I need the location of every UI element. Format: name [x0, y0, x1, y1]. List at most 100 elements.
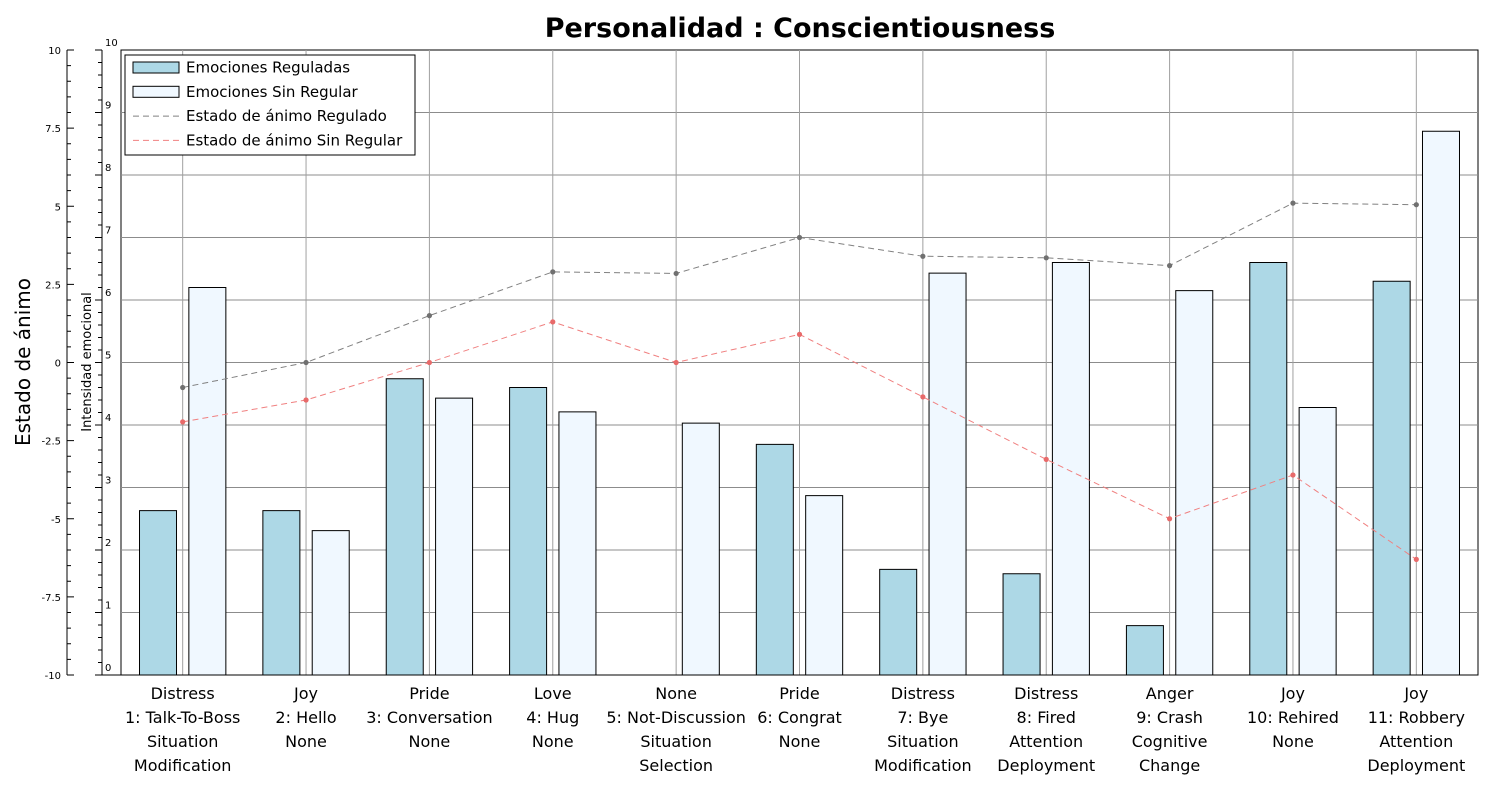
y-right-tick-label: 3 — [105, 476, 111, 487]
x-tick-label: 9: Crash — [1136, 708, 1203, 727]
x-tick-label: None — [409, 732, 451, 751]
mood-point-regulated — [1413, 202, 1419, 208]
y-left-tick-label: 5 — [55, 202, 61, 213]
y-right-tick-label: 4 — [105, 413, 111, 424]
mood-point-unregulated — [426, 359, 433, 366]
y-axis-left-title: Estado de ánimo — [11, 278, 35, 446]
x-tick-label: Joy — [293, 684, 318, 703]
bar-regulated — [139, 510, 178, 676]
y-left-tick-label: -7.5 — [41, 593, 61, 604]
x-tick-label: Deployment — [997, 756, 1095, 775]
x-tick-label: Love — [534, 684, 572, 703]
y-right-tick-label: 5 — [105, 351, 111, 362]
mood-point-unregulated — [180, 419, 186, 425]
x-tick-label: None — [779, 732, 821, 751]
y-left-tick-label: 2.5 — [45, 280, 61, 291]
x-tick-label: 6: Congrat — [757, 708, 842, 727]
mood-point-regulated — [673, 270, 679, 277]
mood-point-regulated — [1043, 255, 1049, 261]
mood-point-unregulated — [796, 331, 803, 337]
x-tick-label: Joy — [1280, 684, 1305, 703]
y-left-tick-label: -2.5 — [41, 437, 61, 448]
x-tick-label: None — [1272, 732, 1314, 751]
mood-point-unregulated — [920, 394, 926, 400]
x-tick-label: Selection — [639, 756, 713, 775]
bar-regulated — [755, 443, 794, 676]
x-tick-label: Distress — [151, 684, 215, 703]
x-tick-label: Situation — [640, 732, 711, 751]
x-tick-label: 3: Conversation — [366, 708, 492, 727]
legend-label: Emociones Sin Regular — [186, 83, 359, 101]
y-right-tick-label: 2 — [105, 538, 111, 549]
x-tick-label: None — [532, 732, 574, 751]
bar-regulated — [1125, 625, 1164, 676]
bar-unregulated — [1051, 262, 1090, 676]
x-tick-label: None — [285, 732, 327, 751]
x-tick-label: Pride — [409, 684, 449, 703]
x-tick-label: Attention — [1009, 732, 1083, 751]
bar-unregulated — [805, 495, 844, 676]
legend-label: Estado de ánimo Sin Regular — [186, 131, 403, 149]
mood-point-regulated — [180, 384, 186, 391]
bar-unregulated — [558, 411, 597, 676]
bar-regulated — [262, 510, 301, 676]
x-tick-label: 5: Not-Discussion — [606, 708, 746, 727]
x-tick-label: Pride — [779, 684, 819, 703]
x-tick-label: Change — [1139, 756, 1200, 775]
x-tick-label: 4: Hug — [526, 708, 579, 727]
chart-title: Personalidad : Conscientiousness — [545, 13, 1056, 44]
y-right-tick-label: 1 — [105, 601, 111, 612]
x-tick-label: 10: Rehired — [1247, 708, 1339, 727]
y-right-tick-label: 0 — [105, 663, 111, 674]
x-tick-label: Modification — [134, 756, 232, 775]
bar-unregulated — [1421, 130, 1460, 676]
bar-unregulated — [435, 397, 474, 676]
mood-point-unregulated — [1043, 456, 1049, 462]
bar-regulated — [1372, 280, 1411, 676]
x-tick-label: Attention — [1379, 732, 1453, 751]
legend-swatch — [132, 61, 180, 74]
mood-point-regulated — [796, 234, 803, 241]
mood-point-unregulated — [303, 397, 309, 403]
x-tick-label: Modification — [874, 756, 972, 775]
mood-point-unregulated — [1413, 556, 1419, 562]
bar-unregulated — [1298, 407, 1337, 676]
mood-point-unregulated — [1290, 472, 1296, 478]
x-tick-label: 8: Fired — [1017, 708, 1076, 727]
y-right-tick-label: 6 — [105, 288, 111, 299]
legend-swatch — [132, 85, 180, 98]
bars — [139, 130, 1460, 676]
x-tick-label: Distress — [1014, 684, 1078, 703]
y-right-tick-label: 7 — [105, 226, 111, 237]
y-right-tick-label: 9 — [105, 101, 111, 112]
x-tick-label: Cognitive — [1132, 732, 1208, 751]
mood-point-regulated — [303, 359, 309, 366]
legend: Emociones Reguladas Emociones Sin Regular… — [124, 54, 416, 156]
bar-regulated — [385, 378, 424, 676]
mood-point-regulated — [426, 313, 433, 319]
y-left-tick-label: 0 — [55, 359, 61, 370]
x-tick-label: Deployment — [1367, 756, 1465, 775]
y-left-tick-label: -10 — [45, 671, 61, 682]
x-axis-labels: Distress 1: Talk-To-Boss Situation Modifica… — [125, 684, 1465, 775]
mood-point-unregulated — [1166, 516, 1173, 522]
legend-label: Estado de ánimo Regulado — [186, 107, 387, 125]
x-tick-label: Anger — [1146, 684, 1194, 703]
mood-point-regulated — [1166, 263, 1173, 269]
y-right-tick-label: 8 — [105, 163, 111, 174]
mood-point-regulated — [1290, 200, 1296, 206]
y-left-tick-label: 7.5 — [45, 124, 61, 135]
legend-label: Emociones Reguladas — [186, 59, 350, 77]
x-tick-label: Situation — [147, 732, 218, 751]
mood-point-unregulated — [673, 359, 679, 366]
mood-point-regulated — [550, 269, 556, 275]
bar-unregulated — [311, 530, 350, 676]
x-tick-label: None — [655, 684, 697, 703]
bar-regulated — [879, 568, 918, 676]
x-tick-label: 7: Bye — [897, 708, 948, 727]
y-left-tick-label: -5 — [51, 515, 61, 526]
bar-regulated — [509, 387, 548, 676]
bar-regulated — [1002, 573, 1041, 676]
bar-unregulated — [188, 287, 227, 676]
